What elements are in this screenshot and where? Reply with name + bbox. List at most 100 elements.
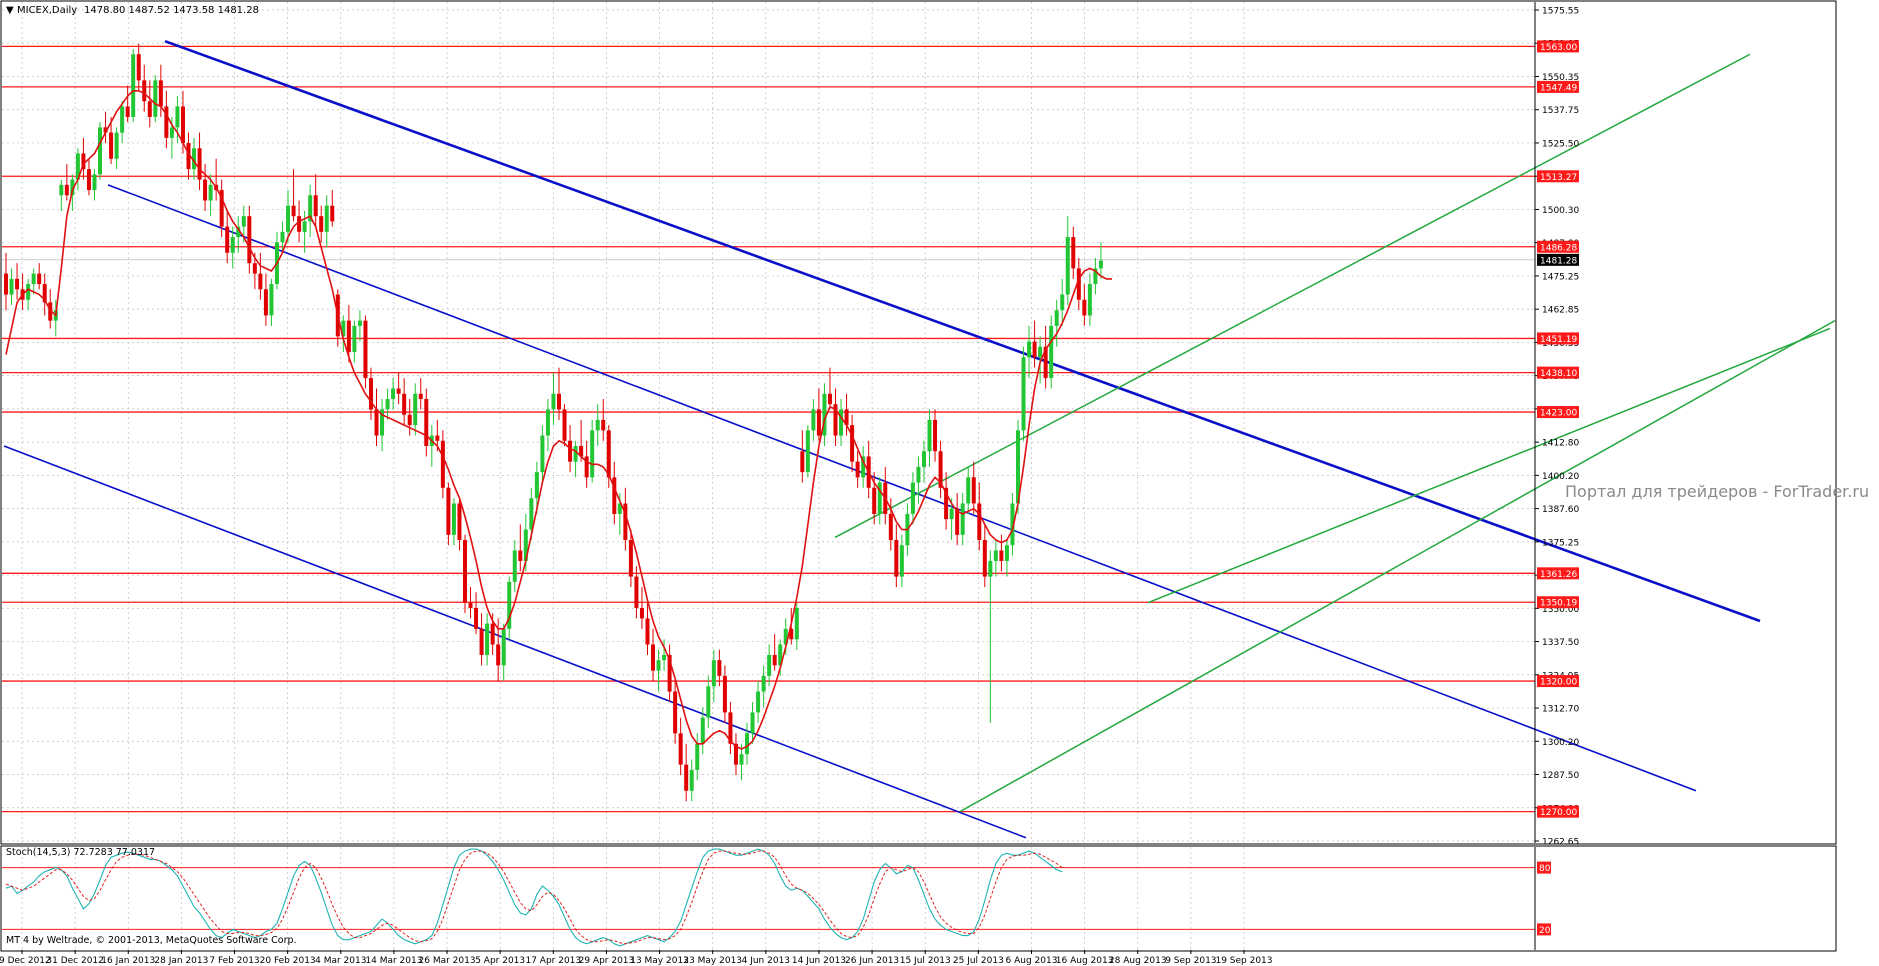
x-tick-label: 28 Aug 2013 [1109, 956, 1167, 966]
candle-body [263, 289, 268, 316]
candle-body [811, 409, 816, 431]
candle-body [1054, 310, 1059, 326]
candle-body [601, 419, 606, 431]
candle-body [861, 456, 866, 478]
trendlines[interactable] [3, 39, 1836, 839]
x-tick-label: 26 Mar 2013 [419, 956, 476, 966]
window-menu-icon[interactable]: ▼ [6, 5, 14, 16]
candle-body [501, 628, 506, 666]
candle-body [413, 393, 418, 426]
candle-body [606, 430, 611, 478]
candle-body [48, 302, 53, 321]
candle-body [634, 576, 639, 608]
level-label-bg [1537, 80, 1579, 93]
y-tick-label: 1287.50 [1542, 771, 1579, 781]
stoch-signal-line [5, 850, 1063, 945]
candle-body [706, 686, 711, 718]
candle-body [474, 607, 479, 629]
trendline[interactable] [1147, 327, 1831, 604]
candle-body [75, 153, 80, 180]
candle-body [872, 487, 877, 514]
candle-body [180, 106, 185, 144]
candle-body [628, 540, 633, 577]
y-tick-label: 1475.25 [1542, 272, 1579, 282]
candle-body [247, 216, 252, 264]
candle-body [938, 451, 943, 488]
candle-body [888, 513, 893, 541]
candle-body [722, 675, 727, 713]
candle-body [833, 404, 838, 436]
candle-body [1071, 237, 1076, 269]
candle-body [982, 540, 987, 577]
candle-body [568, 440, 573, 462]
candle-body [645, 618, 650, 645]
candle-body [595, 419, 600, 431]
candle-body [717, 660, 722, 676]
y-tick-label: 1500.30 [1542, 206, 1579, 216]
level-label: 1451.19 [1540, 335, 1577, 345]
y-tick-label: 1350.00 [1542, 605, 1579, 615]
horizontal-levels[interactable] [2, 45, 1535, 813]
candle-body [258, 273, 263, 290]
candle-body [440, 440, 445, 488]
candle-body [457, 503, 462, 541]
footer-copyright: MT 4 by Weltrade, © 2001-2013, MetaQuote… [6, 935, 297, 946]
trendline[interactable] [959, 319, 1836, 813]
candle-body [921, 451, 926, 467]
trendline[interactable] [3, 445, 1027, 839]
candle-body [667, 654, 672, 692]
y-tick-label: 1387.60 [1542, 505, 1579, 515]
candle-body [933, 419, 938, 452]
candle-body [971, 477, 976, 504]
candle-body [1082, 299, 1087, 316]
candle-body [617, 503, 622, 514]
candle-body [136, 54, 141, 81]
x-tick-label: 6 Aug 2013 [1006, 956, 1058, 966]
candle-body [313, 195, 318, 217]
candle-body [230, 237, 235, 253]
candle-body [855, 461, 860, 478]
candle-body [733, 743, 738, 765]
candle-body [380, 409, 385, 436]
candle-body [783, 628, 788, 645]
candle-body [451, 503, 456, 535]
candle-body [341, 320, 346, 337]
candle-body [120, 106, 125, 133]
candle-body [579, 446, 584, 457]
trendline[interactable] [164, 39, 1761, 623]
candle-body [142, 80, 147, 102]
candle-body [1004, 545, 1009, 561]
candle-body [512, 550, 517, 582]
level-label-bg [1537, 406, 1579, 419]
current-price-bg [1537, 253, 1579, 266]
candle-body [297, 216, 302, 232]
candle-body [689, 769, 694, 791]
candle-body [175, 106, 180, 128]
candle-body [728, 712, 733, 744]
trendline[interactable] [107, 184, 1697, 792]
candle-body [1060, 294, 1065, 311]
candle-body [612, 477, 617, 514]
candle-body [794, 607, 799, 640]
candle-body [125, 106, 130, 117]
candle-body [236, 226, 241, 238]
x-tick-label: 25 Jul 2013 [953, 956, 1004, 966]
candle-body [42, 284, 47, 303]
candle-body [711, 660, 716, 687]
candle-body [910, 482, 915, 514]
x-tick-label: 14 Jun 2013 [792, 956, 846, 966]
candle-body [739, 754, 744, 765]
trendline[interactable] [834, 53, 1751, 539]
candle-body [999, 550, 1004, 561]
candle-body [346, 320, 351, 352]
candle-body [529, 498, 534, 530]
candle-body [673, 691, 678, 734]
level-label-bg [1537, 170, 1579, 183]
stochastic-title: Stoch(14,5,3) 72.7283 77.0317 [6, 847, 155, 858]
candle-body [750, 712, 755, 734]
stoch-main-line [5, 848, 1063, 947]
candle-body [407, 414, 412, 426]
x-tick-label: 16 Aug 2013 [1056, 956, 1114, 966]
